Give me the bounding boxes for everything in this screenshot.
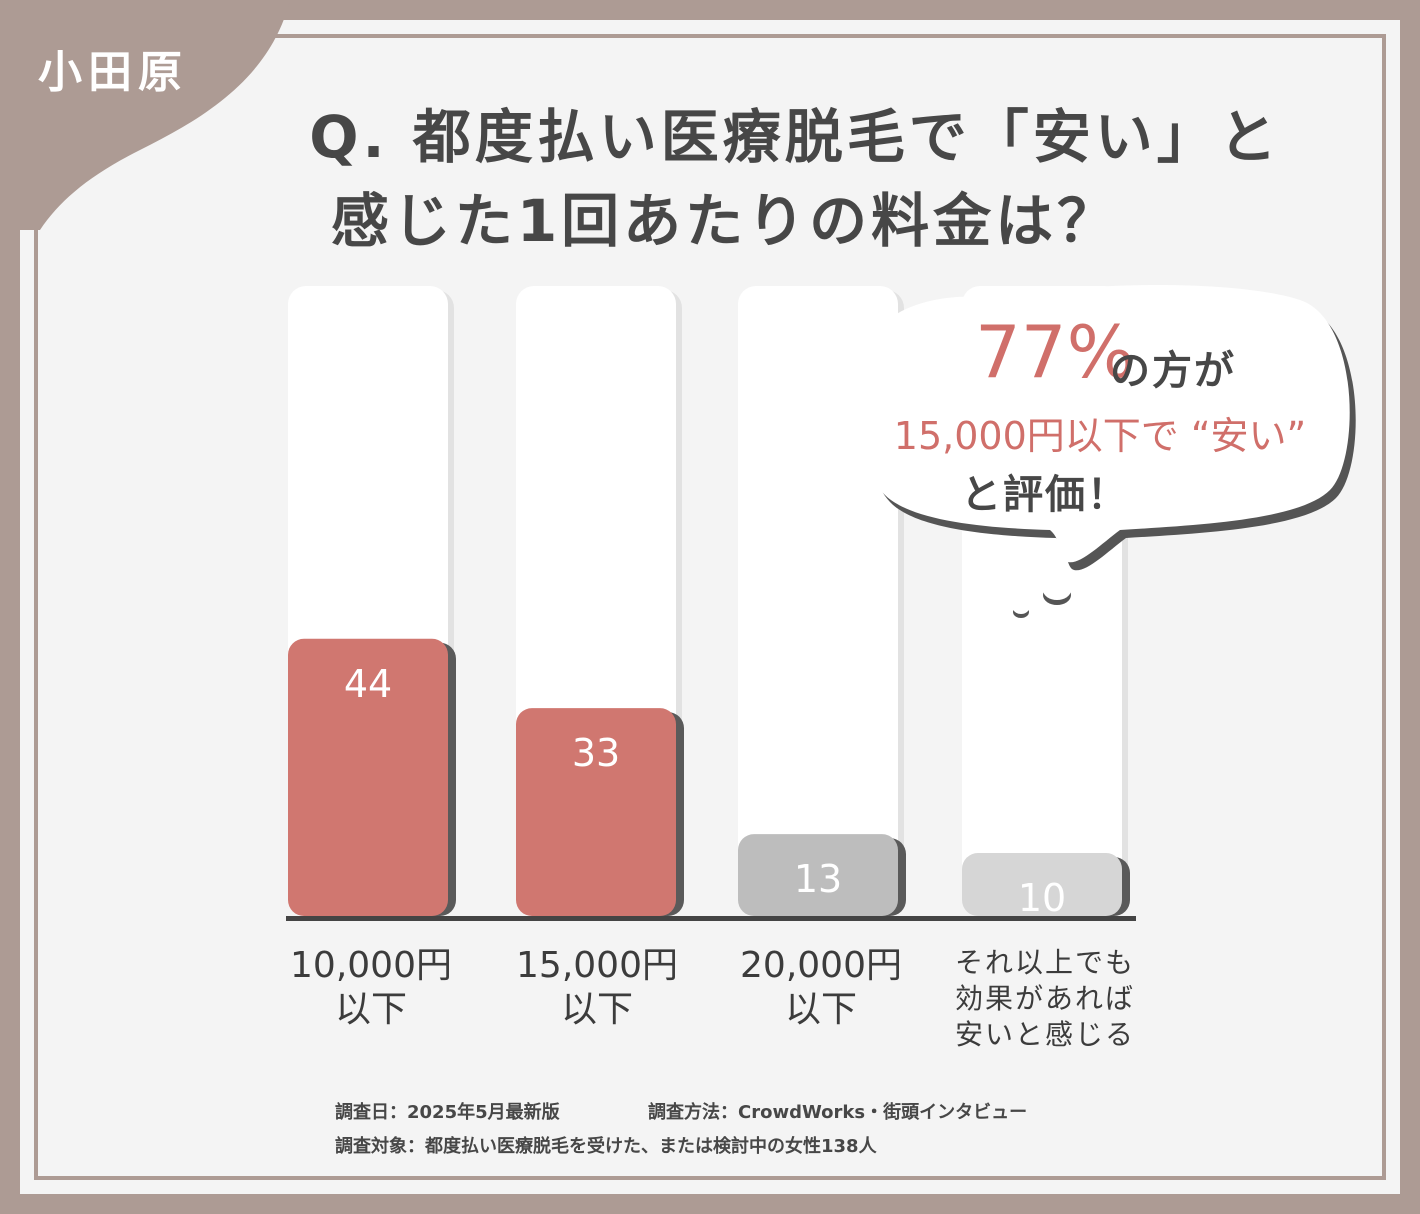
callout-line3: と評価！: [961, 472, 1129, 518]
callout-percent: 77%: [975, 310, 1136, 394]
corner-badge: [0, 0, 290, 230]
card-background: [20, 20, 1400, 1194]
footnote-target: 調査対象：都度払い医療脱毛を受けた、または検討中の女性138人: [335, 1136, 877, 1157]
category-label: 20,000円 以下: [691, 944, 951, 1032]
category-label-line: 効果があれば: [954, 982, 1135, 1015]
city-badge-text: 小田原: [38, 47, 188, 98]
category-label-line: 15,000円: [516, 945, 678, 986]
page-title-line2: 感じた1回あたりの料金は？: [330, 187, 1120, 255]
page-title-line1: Q. 都度払い医療脱毛で「安い」と: [309, 103, 1281, 171]
inner-border: [34, 34, 1386, 1180]
category-label-line: 以下: [784, 989, 857, 1030]
category-label-line: 以下: [334, 989, 407, 1030]
category-label: 10,000円 以下: [241, 944, 501, 1032]
category-label-line: それ以上でも: [954, 946, 1135, 979]
category-label: それ以上でも 効果があれば 安いと感じる: [915, 945, 1175, 1053]
bar: [738, 834, 898, 916]
bar: [516, 708, 676, 916]
bar-value-label: 13: [794, 857, 842, 901]
category-label-line: 20,000円: [740, 945, 902, 986]
bar: [288, 638, 448, 916]
bar: [962, 853, 1122, 916]
bar-track: [738, 286, 898, 916]
footnote-date: 調査日：2025年5月最新版: [335, 1102, 560, 1123]
category-label-line: 安いと感じる: [954, 1018, 1135, 1051]
category-label-line: 10,000円: [290, 945, 452, 986]
category-label: 15,000円 以下: [467, 944, 727, 1032]
bar-value-label: 10: [1018, 876, 1066, 920]
category-label-line: 以下: [560, 989, 633, 1030]
bar-value-label: 33: [572, 731, 620, 775]
bar-value-label: 44: [344, 662, 392, 706]
callout-percent-suffix: の方が: [1110, 348, 1236, 394]
x-axis-line: [286, 916, 1136, 921]
callout-line2: 15,000円以下で “安い”: [893, 414, 1307, 458]
footnote-method: 調査方法：CrowdWorks・街頭インタビュー: [648, 1102, 1028, 1123]
